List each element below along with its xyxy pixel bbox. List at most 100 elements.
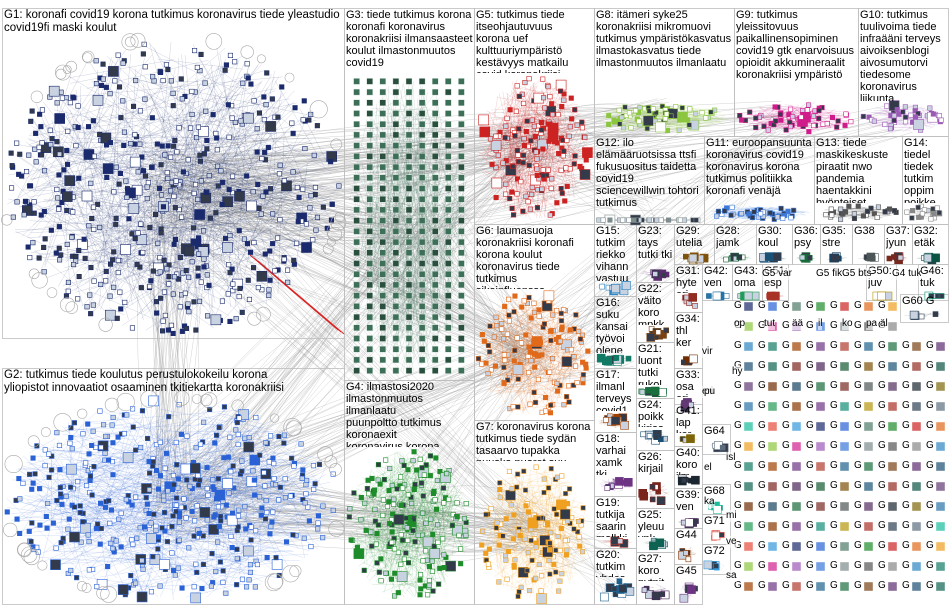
edge (495, 536, 501, 543)
node (64, 147, 70, 153)
edge (528, 92, 530, 168)
edge (137, 420, 203, 479)
edge (367, 501, 411, 576)
edge (357, 194, 395, 264)
edge (514, 322, 540, 326)
edge (29, 144, 292, 198)
edge (483, 522, 553, 553)
edge (153, 191, 177, 497)
edge (418, 135, 464, 260)
edge (519, 92, 530, 142)
edge (533, 372, 578, 377)
edge (412, 113, 904, 210)
edge (491, 320, 548, 348)
edge (145, 404, 174, 541)
edge (420, 142, 458, 185)
edge (384, 515, 451, 536)
edge (537, 392, 547, 409)
node (201, 256, 207, 262)
edge (23, 462, 153, 534)
edge (445, 192, 535, 358)
edge (407, 546, 468, 548)
node (71, 261, 77, 268)
edge (158, 115, 784, 194)
edge (375, 107, 453, 206)
edge (509, 123, 518, 157)
edge (182, 518, 390, 544)
edge (504, 149, 513, 154)
edge (173, 340, 549, 471)
edge (35, 427, 95, 509)
edge (494, 92, 567, 155)
edge (491, 91, 514, 116)
edge (59, 435, 254, 515)
edge (142, 424, 219, 472)
node (238, 118, 244, 124)
edge (502, 488, 530, 556)
edge (199, 96, 233, 198)
edge (513, 117, 524, 170)
edge (385, 306, 408, 338)
edge (172, 82, 261, 128)
node (244, 61, 250, 67)
edge (557, 522, 578, 539)
edge (86, 98, 290, 135)
edge (409, 137, 429, 357)
node (162, 152, 168, 158)
edge (351, 505, 384, 513)
edge (496, 523, 598, 557)
edge (192, 44, 306, 268)
edge (87, 488, 217, 505)
edge (271, 188, 282, 270)
edge (523, 163, 585, 171)
edge (90, 409, 242, 423)
node (267, 186, 274, 192)
edge (488, 367, 515, 382)
node (172, 236, 178, 242)
edge (76, 179, 172, 257)
edge (421, 142, 433, 318)
node (48, 227, 54, 233)
edge (210, 62, 247, 310)
edge (30, 227, 118, 233)
edge (381, 507, 388, 530)
edge (203, 151, 528, 221)
node (132, 132, 138, 138)
node (248, 81, 254, 87)
node (269, 96, 275, 102)
edge (369, 108, 378, 145)
edge (152, 427, 254, 485)
edge (434, 486, 459, 551)
edge (448, 190, 517, 355)
edge (425, 261, 517, 355)
edge (208, 109, 655, 171)
node (201, 151, 207, 157)
edge (626, 126, 681, 131)
node (183, 325, 189, 332)
edge (518, 90, 536, 134)
edge (515, 312, 539, 329)
node (98, 82, 104, 88)
edge (141, 199, 236, 242)
edge (497, 482, 584, 504)
edge (489, 493, 541, 555)
edge (360, 99, 425, 250)
edge (41, 122, 272, 257)
edge (373, 145, 381, 245)
edge (413, 255, 417, 320)
edge (47, 185, 329, 213)
node (111, 249, 117, 255)
node (281, 178, 287, 184)
edge (102, 231, 164, 269)
edge (446, 489, 452, 526)
edge (500, 78, 541, 123)
edge (295, 465, 328, 527)
edge (561, 368, 565, 396)
edge (556, 211, 774, 337)
edge (540, 141, 569, 164)
edge (198, 559, 221, 570)
edge (395, 108, 422, 362)
edge (97, 189, 205, 308)
edge (496, 542, 611, 583)
edge (436, 182, 457, 315)
